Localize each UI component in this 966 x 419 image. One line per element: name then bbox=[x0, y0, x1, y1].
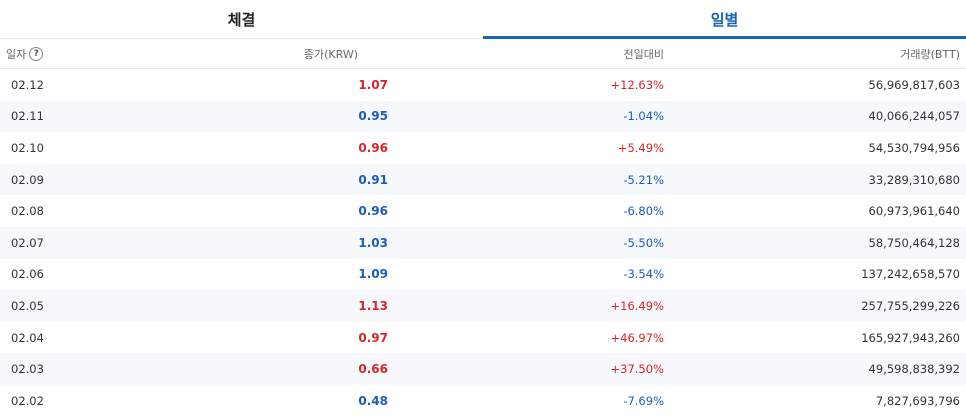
table-body: 02.12 1.07 +12.63% 56,969,817,603 02.11 0.95 -… bbox=[0, 69, 966, 417]
cell-volume: 49,598,838,392 bbox=[868, 362, 960, 377]
cell-date: 02.11 bbox=[11, 109, 44, 124]
table-row: 02.11 0.95 -1.04% 40,066,244,057 bbox=[0, 100, 966, 133]
cell-volume: 56,969,817,603 bbox=[868, 77, 960, 92]
cell-price: 0.97 bbox=[358, 330, 388, 345]
help-icon[interactable]: ? bbox=[29, 46, 44, 61]
cell-date: 02.07 bbox=[11, 235, 44, 250]
cell-change: -5.50% bbox=[623, 235, 664, 250]
cell-price: 0.91 bbox=[358, 172, 388, 187]
cell-date: 02.06 bbox=[11, 267, 44, 282]
table-row: 02.05 1.13 +16.49% 257,755,299,226 bbox=[0, 290, 966, 322]
cell-date: 02.05 bbox=[11, 298, 44, 313]
table-row: 02.08 0.96 -6.80% 60,973,961,640 bbox=[0, 195, 966, 227]
header-volume: 거래량(BTT) bbox=[900, 47, 960, 61]
cell-price: 0.96 bbox=[358, 204, 388, 219]
table-row: 02.10 0.96 +5.49% 54,530,794,956 bbox=[0, 132, 966, 164]
table-row: 02.06 1.09 -3.54% 137,242,658,570 bbox=[0, 259, 966, 291]
cell-volume: 33,289,310,680 bbox=[868, 172, 960, 187]
cell-volume: 60,973,961,640 bbox=[868, 204, 960, 219]
header-date: 일자 ? bbox=[0, 46, 200, 62]
cell-change: -1.04% bbox=[623, 109, 664, 124]
table-row: 02.07 1.03 -5.50% 58,750,464,128 bbox=[0, 226, 966, 259]
cell-change: -7.69% bbox=[623, 393, 664, 408]
cell-price: 1.13 bbox=[358, 298, 388, 313]
cell-volume: 40,066,244,057 bbox=[868, 109, 960, 124]
cell-volume: 54,530,794,956 bbox=[868, 140, 960, 155]
cell-date: 02.02 bbox=[11, 393, 44, 408]
tab-daily[interactable]: 일별 bbox=[483, 0, 966, 39]
table-header: 일자 ? 종가(KRW) 전일대비 거래량(BTT) bbox=[0, 39, 966, 69]
cell-date: 02.08 bbox=[11, 204, 44, 219]
cell-change: +46.97% bbox=[610, 330, 665, 345]
cell-volume: 58,750,464,128 bbox=[868, 235, 960, 250]
header-change: 전일대비 bbox=[623, 47, 664, 61]
table-row: 02.02 0.48 -7.69% 7,827,693,796 bbox=[0, 385, 966, 417]
cell-price: 1.09 bbox=[358, 267, 388, 282]
cell-volume: 257,755,299,226 bbox=[861, 298, 960, 313]
cell-price: 1.03 bbox=[358, 235, 388, 250]
table-row: 02.03 0.66 +37.50% 49,598,838,392 bbox=[0, 353, 966, 385]
cell-date: 02.12 bbox=[11, 77, 44, 92]
tab-trades[interactable]: 체결 bbox=[227, 10, 256, 29]
cell-volume: 165,927,943,260 bbox=[861, 330, 960, 345]
cell-date: 02.04 bbox=[11, 330, 44, 345]
table-row: 02.04 0.97 +46.97% 165,927,943,260 bbox=[0, 322, 966, 354]
table-row: 02.09 0.91 -5.21% 33,289,310,680 bbox=[0, 163, 966, 196]
cell-price: 0.96 bbox=[358, 140, 388, 155]
cell-price: 0.48 bbox=[358, 393, 388, 408]
cell-change: -6.80% bbox=[623, 204, 664, 219]
cell-change: -3.54% bbox=[623, 267, 664, 282]
cell-price: 0.95 bbox=[358, 109, 388, 124]
header-price: 종가(KRW) bbox=[303, 47, 358, 61]
table-row: 02.12 1.07 +12.63% 56,969,817,603 bbox=[0, 69, 966, 101]
cell-volume: 7,827,693,796 bbox=[875, 393, 960, 408]
cell-price: 1.07 bbox=[358, 77, 388, 92]
header-date-label: 일자 bbox=[6, 47, 27, 61]
cell-change: +37.50% bbox=[610, 362, 665, 377]
cell-change: +12.63% bbox=[610, 77, 665, 92]
tab-bar: 체결 일별 bbox=[0, 0, 966, 39]
cell-date: 02.09 bbox=[11, 172, 44, 187]
cell-volume: 137,242,658,570 bbox=[861, 267, 960, 282]
cell-date: 02.03 bbox=[11, 362, 44, 377]
cell-change: +16.49% bbox=[610, 298, 665, 313]
cell-price: 0.66 bbox=[358, 362, 388, 377]
cell-date: 02.10 bbox=[11, 140, 44, 155]
cell-change: -5.21% bbox=[623, 172, 664, 187]
cell-change: +5.49% bbox=[617, 140, 664, 155]
